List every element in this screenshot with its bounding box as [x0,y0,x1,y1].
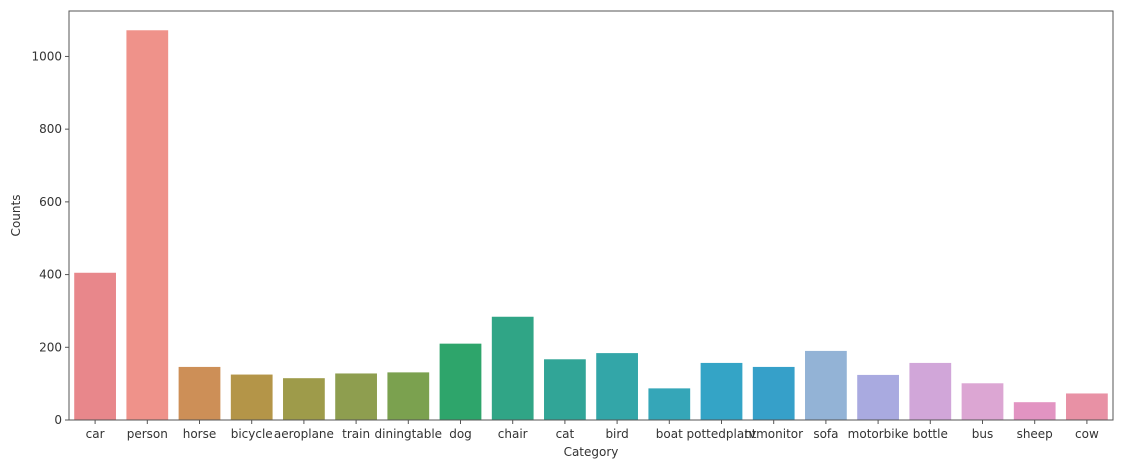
bar-boat [648,388,691,420]
bar-cat [544,359,586,420]
bar-chair [491,316,534,420]
bar-horse [178,366,221,420]
x-tick-label: car [86,427,105,441]
x-tick-label: person [127,427,168,441]
bar-bird [596,353,638,420]
bar-motorbike [857,374,899,420]
x-axis-label: Category [564,445,619,459]
bar-car [74,272,116,420]
y-tick-label: 600 [39,195,62,209]
bar-pottedplant [700,362,743,420]
x-tick-label: pottedplant [687,427,757,441]
bar-tvmonitor [752,366,795,420]
x-tick-label: bird [605,427,628,441]
y-axis-label: Counts [9,195,23,237]
bar-cow [1066,393,1108,420]
x-tick-label: chair [498,427,528,441]
x-tick-label: sheep [1017,427,1053,441]
bar-sheep [1013,402,1056,420]
x-tick-label: cow [1075,427,1099,441]
y-axis: 0 200 400 600 800 1000 [31,49,69,427]
y-tick-label: 800 [39,122,62,136]
x-axis: car person horse bicycle aeroplane train dinin… [86,420,1099,441]
x-tick-label: boat [656,427,683,441]
bar-bicycle [230,374,273,420]
y-tick-label: 400 [39,268,62,282]
x-tick-label: motorbike [848,427,909,441]
y-tick-label: 1000 [31,49,62,63]
plot-frame [68,10,1114,421]
x-tick-label: dog [449,427,472,441]
bar-bus [961,383,1004,420]
x-tick-label: tvmonitor [744,427,803,441]
bar-person [126,30,169,421]
bar-dog [439,343,482,420]
y-tick-label: 200 [39,340,62,354]
bar-sofa [805,350,847,420]
bar-train [335,373,377,420]
x-tick-label: cat [556,427,575,441]
bar-bottle [909,362,952,420]
bar-aeroplane [283,378,325,420]
bar-diningtable [387,372,430,420]
x-tick-label: aeroplane [274,427,334,441]
x-tick-label: bus [972,427,993,441]
x-tick-label: horse [183,427,217,441]
x-tick-label: train [342,427,370,441]
x-tick-label: bottle [913,427,948,441]
y-tick-label: 0 [54,413,62,427]
x-tick-label: bicycle [231,427,273,441]
x-tick-label: diningtable [375,427,443,441]
x-tick-label: sofa [813,427,838,441]
bars-group [74,30,1108,421]
